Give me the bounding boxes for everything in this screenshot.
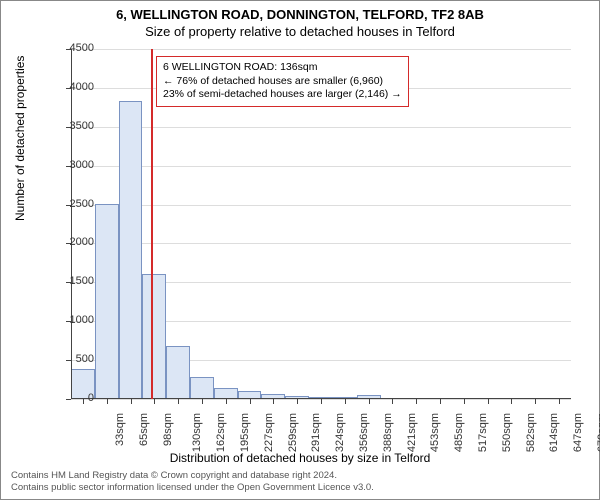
chart-title-address: 6, WELLINGTON ROAD, DONNINGTON, TELFORD,…	[1, 7, 599, 22]
x-tick	[488, 399, 489, 404]
x-tick	[273, 399, 274, 404]
histogram-bar	[142, 274, 166, 399]
chart-container: 6, WELLINGTON ROAD, DONNINGTON, TELFORD,…	[0, 0, 600, 500]
x-tick-label: 195sqm	[239, 413, 251, 452]
y-tick-label: 3500	[54, 120, 94, 132]
y-tick-label: 4000	[54, 81, 94, 93]
y-axis-label: Number of detached properties	[13, 56, 27, 221]
x-tick-label: 33sqm	[114, 413, 126, 446]
plot-area: 6 WELLINGTON ROAD: 136sqm← 76% of detach…	[71, 49, 571, 399]
x-tick	[321, 399, 322, 404]
histogram-bar	[190, 377, 214, 399]
annotation-line-2: ← 76% of detached houses are smaller (6,…	[163, 75, 402, 89]
x-tick-label: 259sqm	[287, 413, 299, 452]
gridline	[71, 49, 571, 50]
x-tick	[511, 399, 512, 404]
x-tick-label: 485sqm	[453, 413, 465, 452]
y-axis	[71, 49, 72, 399]
x-tick-label: 356sqm	[358, 413, 370, 452]
y-tick-label: 0	[54, 392, 94, 404]
x-tick	[464, 399, 465, 404]
x-axis	[71, 398, 571, 399]
histogram-bar	[166, 346, 190, 399]
x-tick-label: 421sqm	[406, 413, 418, 452]
x-tick	[131, 399, 132, 404]
annotation-box: 6 WELLINGTON ROAD: 136sqm← 76% of detach…	[156, 56, 409, 107]
x-tick	[535, 399, 536, 404]
x-tick	[369, 399, 370, 404]
x-tick-label: 550sqm	[501, 413, 513, 452]
x-tick-label: 130sqm	[191, 413, 203, 452]
histogram-bar	[95, 204, 119, 399]
y-tick-label: 2500	[54, 198, 94, 210]
y-tick-label: 2000	[54, 236, 94, 248]
annotation-line-3: 23% of semi-detached houses are larger (…	[163, 88, 402, 102]
x-tick	[178, 399, 179, 404]
x-tick-label: 162sqm	[215, 413, 227, 452]
x-tick	[250, 399, 251, 404]
x-tick-label: 614sqm	[549, 413, 561, 452]
y-tick-label: 3000	[54, 159, 94, 171]
x-tick	[154, 399, 155, 404]
x-tick	[345, 399, 346, 404]
x-tick	[416, 399, 417, 404]
x-tick	[392, 399, 393, 404]
y-tick-label: 500	[54, 353, 94, 365]
chart-title-subtitle: Size of property relative to detached ho…	[1, 24, 599, 39]
y-tick-label: 1500	[54, 275, 94, 287]
histogram-bar	[119, 101, 143, 399]
x-tick-label: 227sqm	[263, 413, 275, 452]
x-tick-label: 324sqm	[334, 413, 346, 452]
x-tick-label: 453sqm	[430, 413, 442, 452]
gridline	[71, 243, 571, 244]
x-tick-label: 98sqm	[162, 413, 174, 446]
footer-line-2: Contains public sector information licen…	[11, 482, 374, 493]
x-tick-label: 582sqm	[525, 413, 537, 452]
x-tick-label: 65sqm	[138, 413, 150, 446]
gridline	[71, 166, 571, 167]
y-tick-label: 1000	[54, 314, 94, 326]
property-marker-line	[151, 49, 153, 399]
annotation-line-1: 6 WELLINGTON ROAD: 136sqm	[163, 61, 402, 75]
y-tick-label: 4500	[54, 42, 94, 54]
x-tick-label: 517sqm	[477, 413, 489, 452]
gridline	[71, 127, 571, 128]
footer-line-1: Contains HM Land Registry data © Crown c…	[11, 470, 374, 481]
x-tick	[202, 399, 203, 404]
x-tick-label: 679sqm	[596, 413, 600, 452]
gridline	[71, 205, 571, 206]
x-tick	[297, 399, 298, 404]
x-tick	[559, 399, 560, 404]
x-tick	[440, 399, 441, 404]
x-tick-label: 291sqm	[311, 413, 323, 452]
x-tick	[226, 399, 227, 404]
footer-attribution: Contains HM Land Registry data © Crown c…	[11, 470, 374, 493]
x-axis-label: Distribution of detached houses by size …	[1, 451, 599, 465]
x-tick	[107, 399, 108, 404]
x-tick-label: 647sqm	[572, 413, 584, 452]
x-tick-label: 388sqm	[382, 413, 394, 452]
